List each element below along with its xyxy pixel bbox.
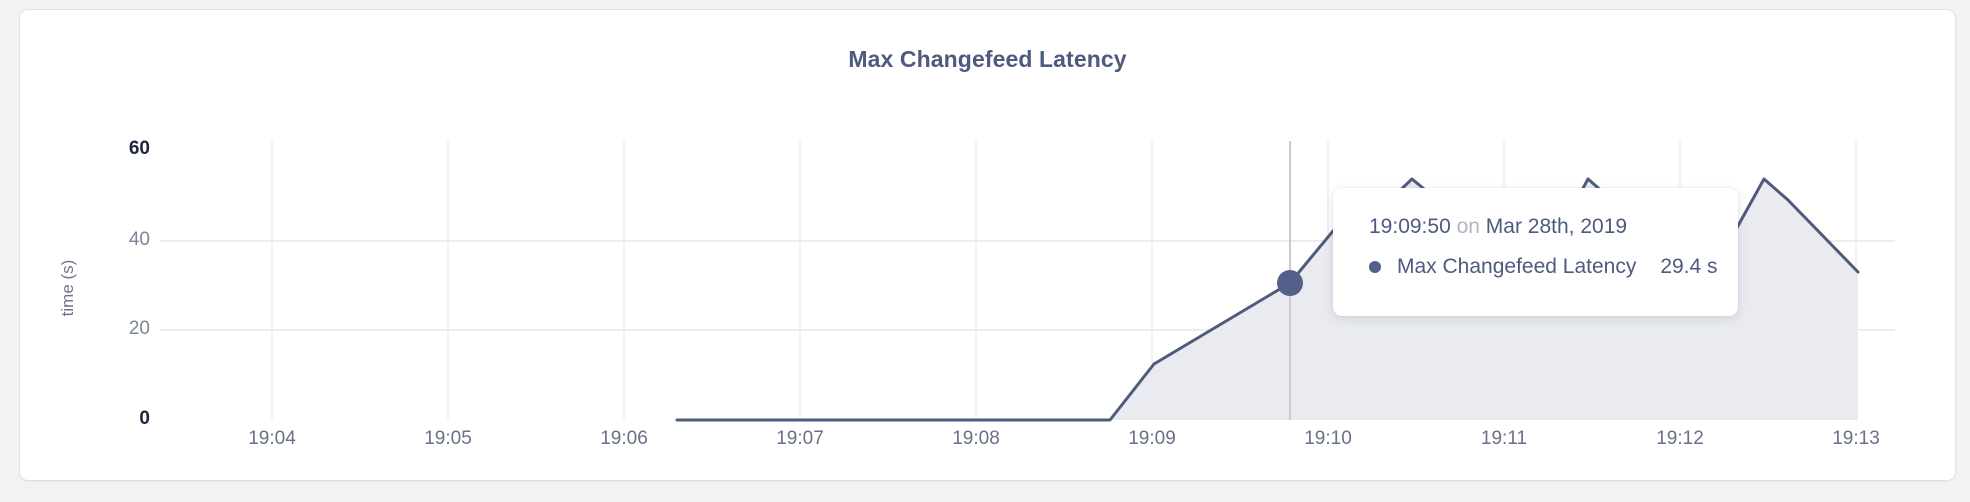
tooltip-on-word: on	[1456, 215, 1480, 238]
y-tick-0: 0	[139, 408, 150, 429]
x-tick-1906: 19:06	[600, 428, 648, 449]
chart-plot-area[interactable]: 60 40 20 0 time (s) 19:04 19:05 19:06 19…	[20, 10, 1955, 480]
x-tick-1905: 19:05	[424, 428, 472, 449]
tooltip-series-value: 29.4 s	[1660, 255, 1718, 278]
x-tick-1909: 19:09	[1128, 428, 1176, 449]
y-tick-20: 20	[128, 318, 150, 339]
tooltip-series-label: Max Changefeed Latency	[1397, 255, 1637, 278]
x-tick-1913: 19:13	[1832, 428, 1880, 449]
tooltip-timestamp-row: 19:09:50 on Mar 28th, 2019	[1369, 214, 1738, 240]
hover-marker-dot[interactable]	[1277, 270, 1303, 296]
tooltip-time: 19:09:50	[1369, 215, 1451, 238]
x-tick-1911: 19:11	[1480, 428, 1528, 449]
y-tick-60: 60	[128, 138, 150, 159]
tooltip-series-row: Max Changefeed Latency 29.4 s	[1369, 254, 1738, 280]
x-tick-1907: 19:07	[776, 428, 824, 449]
chart-card: Max Changefeed Latency	[20, 10, 1955, 480]
x-tick-1910: 19:10	[1304, 428, 1352, 449]
series-color-swatch-icon	[1369, 261, 1381, 273]
tooltip-date: Mar 28th, 2019	[1485, 215, 1628, 238]
page-title: Max Changefeed Latency	[848, 46, 1127, 72]
x-tick-1908: 19:08	[952, 428, 1000, 449]
y-tick-40: 40	[128, 229, 150, 250]
x-tick-1904: 19:04	[248, 428, 296, 449]
y-axis-label: time (s)	[58, 259, 77, 317]
x-tick-1912: 19:12	[1656, 428, 1704, 449]
chart-tooltip: 19:09:50 on Mar 28th, 2019 Max Changefee…	[1333, 188, 1738, 316]
